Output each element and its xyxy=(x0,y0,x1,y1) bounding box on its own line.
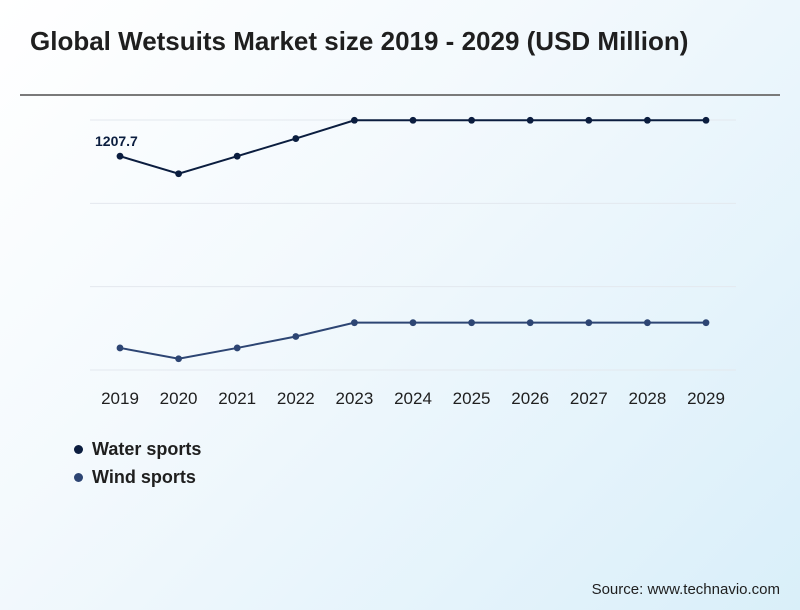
title-divider xyxy=(20,94,780,96)
data-point-water-sports[interactable] xyxy=(409,116,417,124)
data-point-water-sports[interactable] xyxy=(702,116,710,124)
data-point-wind-sports[interactable] xyxy=(351,319,358,327)
legend-label-wind-sports: Wind sports xyxy=(92,466,196,487)
x-tick-label: 2028 xyxy=(628,389,666,408)
data-label: 1207.7 xyxy=(95,133,138,149)
data-point-wind-sports[interactable] xyxy=(116,344,124,352)
x-tick-label: 2026 xyxy=(511,389,549,408)
legend-marker-water-sports xyxy=(74,444,83,454)
x-tick-label: 2020 xyxy=(160,389,198,408)
x-tick-label: 2025 xyxy=(453,389,491,408)
data-point-wind-sports[interactable] xyxy=(409,319,417,327)
legend: Water sports Wind sports xyxy=(74,435,201,491)
legend-label-water-sports: Water sports xyxy=(92,438,202,459)
data-point-water-sports[interactable] xyxy=(468,116,475,124)
data-point-water-sports[interactable] xyxy=(292,135,300,142)
x-tick-label: 2024 xyxy=(394,389,432,408)
x-tick-label: 2027 xyxy=(570,389,608,408)
data-point-water-sports[interactable] xyxy=(175,170,183,178)
data-point-water-sports[interactable] xyxy=(116,152,124,160)
data-point-wind-sports[interactable] xyxy=(585,319,593,327)
x-tick-label: 2021 xyxy=(218,389,256,408)
legend-item-wind-sports[interactable]: Wind sports xyxy=(74,463,201,491)
x-tick-label: 2019 xyxy=(101,389,139,408)
series-line-water-sports xyxy=(119,119,706,175)
x-tick-label: 2023 xyxy=(335,389,373,408)
data-point-water-sports[interactable] xyxy=(526,116,534,124)
data-point-wind-sports[interactable] xyxy=(175,355,183,363)
data-point-wind-sports[interactable] xyxy=(644,319,651,327)
data-point-water-sports[interactable] xyxy=(585,116,593,124)
data-point-wind-sports[interactable] xyxy=(526,319,534,327)
data-point-wind-sports[interactable] xyxy=(233,344,241,352)
series-line-wind-sports xyxy=(119,321,706,360)
data-point-wind-sports[interactable] xyxy=(292,333,300,340)
data-point-water-sports[interactable] xyxy=(644,116,651,124)
x-tick-label: 2022 xyxy=(277,389,315,408)
source-credit: Source: www.technavio.com xyxy=(591,581,780,598)
data-point-water-sports[interactable] xyxy=(351,116,358,124)
data-point-wind-sports[interactable] xyxy=(702,319,710,327)
line-chart: 1207.7 2019 2020 2021 2022 2023 2024 2025 2026 2… xyxy=(90,116,736,408)
chart-title: Global Wetsuits Market size 2019 - 2029 … xyxy=(30,26,689,56)
data-point-water-sports[interactable] xyxy=(233,152,241,160)
legend-marker-wind-sports xyxy=(74,472,83,482)
data-point-wind-sports[interactable] xyxy=(468,319,475,327)
legend-item-water-sports[interactable]: Water sports xyxy=(74,435,201,463)
x-tick-label: 2029 xyxy=(687,389,725,408)
